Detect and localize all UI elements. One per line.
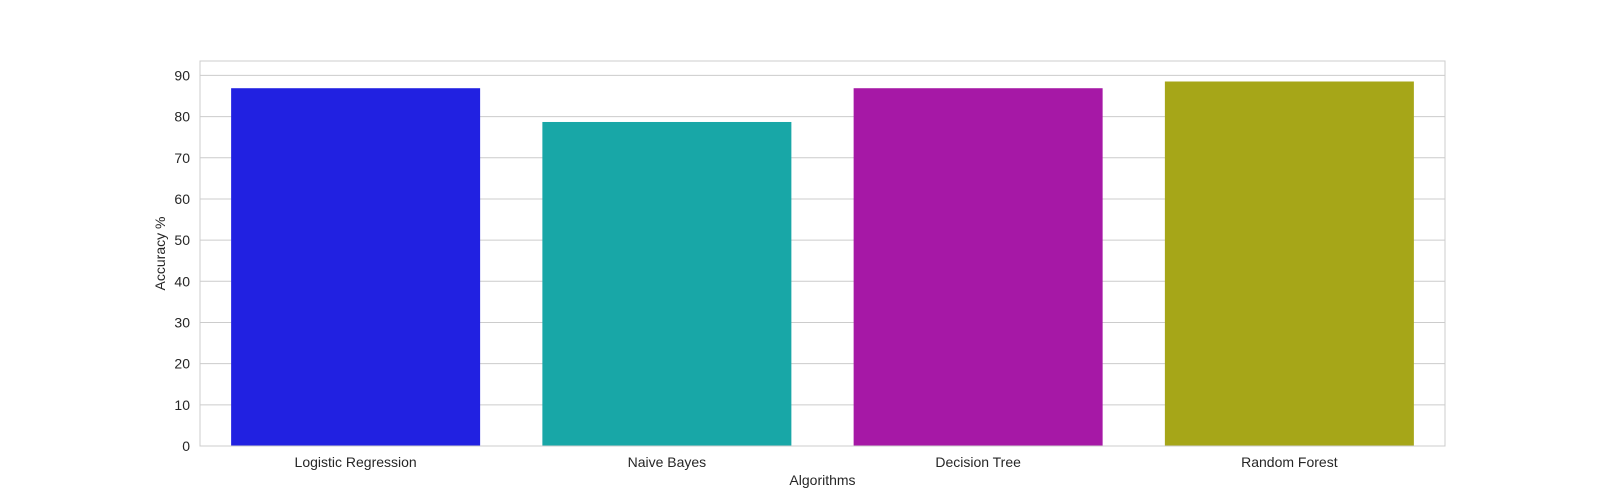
bar [1164,81,1414,446]
y-tick-label: 30 [174,314,190,330]
x-tick-label: Naive Bayes [628,454,707,470]
y-axis-label: Accuracy % [152,217,168,291]
x-tick-labels: Logistic Regression Naive Bayes Decision T… [295,454,1338,470]
y-tick-label: 70 [174,150,190,166]
bar [231,88,481,446]
y-tick-labels: 0 10 20 30 40 50 60 70 80 90 [174,67,190,454]
y-tick-label: 60 [174,191,190,207]
x-tick-label: Decision Tree [935,454,1021,470]
y-tick-label: 50 [174,232,190,248]
x-tick-label: Random Forest [1241,454,1338,470]
bars [231,81,1414,446]
y-tick-label: 90 [174,67,190,83]
x-axis-label: Algorithms [789,472,855,488]
x-tick-label: Logistic Regression [295,454,417,470]
y-tick-label: 0 [182,438,190,454]
y-tick-label: 20 [174,356,190,372]
bar [542,121,792,446]
y-tick-label: 80 [174,109,190,125]
y-tick-label: 40 [174,273,190,289]
bar [853,88,1103,446]
plot-frame [199,60,1446,447]
y-tick-label: 10 [174,397,190,413]
